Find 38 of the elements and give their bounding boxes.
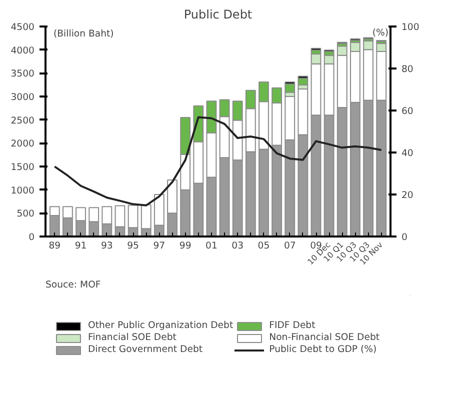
- y2-axis-title: (%): [372, 28, 389, 38]
- y-tick-label: 500: [16, 208, 35, 220]
- x-tick-label: 95: [127, 240, 140, 252]
- y-tick-label: 3500: [10, 68, 35, 80]
- y-tick-label: 2500: [10, 115, 35, 126]
- y2-tick-label: 0: [402, 232, 408, 243]
- text: Souce: MOF: [46, 280, 101, 290]
- y-tick-label: 0: [28, 232, 35, 243]
- y-axis-title: (Billion Baht): [54, 28, 114, 40]
- y-tick-label: 1500: [10, 162, 35, 173]
- x-tick-label: 99: [179, 240, 192, 252]
- y-tick-label: 3000: [10, 92, 35, 103]
- x-tick-label: 93: [100, 240, 113, 252]
- x-tick-label: 05: [258, 240, 270, 252]
- line-series: [54, 116, 382, 206]
- y2-tick-label: 60: [402, 106, 414, 117]
- x-tick-label: 03: [232, 240, 244, 252]
- x-tick-label: 97: [153, 240, 166, 252]
- chart-title: Public Debt: [184, 8, 252, 22]
- x-tick-label: 89: [48, 240, 61, 252]
- legend-label: FIDF Debt: [269, 320, 316, 331]
- y-tick-label: 1000: [10, 185, 35, 196]
- y2-tick-label: 80: [402, 64, 414, 75]
- bar: [284, 83, 296, 93]
- x-tick-label: 01: [206, 240, 218, 252]
- legend-label: Public Debt to GDP (%): [269, 344, 377, 355]
- legend-label: Financial SOE Debt: [88, 332, 176, 343]
- y2-tick-label: 20: [402, 190, 414, 201]
- legend-label: Direct Government Debt: [88, 344, 203, 355]
- legend-label: Other Public Organization Debt: [88, 320, 234, 331]
- x-tick-label: 07: [284, 240, 296, 252]
- y-tick-label: 4000: [10, 45, 35, 56]
- y-tick-label: 4500: [10, 22, 35, 33]
- y-tick-label: 2000: [10, 138, 35, 150]
- y2-tick-label: 40: [402, 148, 414, 159]
- y2-tick-label: 100: [402, 22, 420, 33]
- x-tick-label: 91: [74, 240, 87, 252]
- legend-label: Non-Financial SOE Debt: [269, 332, 380, 343]
